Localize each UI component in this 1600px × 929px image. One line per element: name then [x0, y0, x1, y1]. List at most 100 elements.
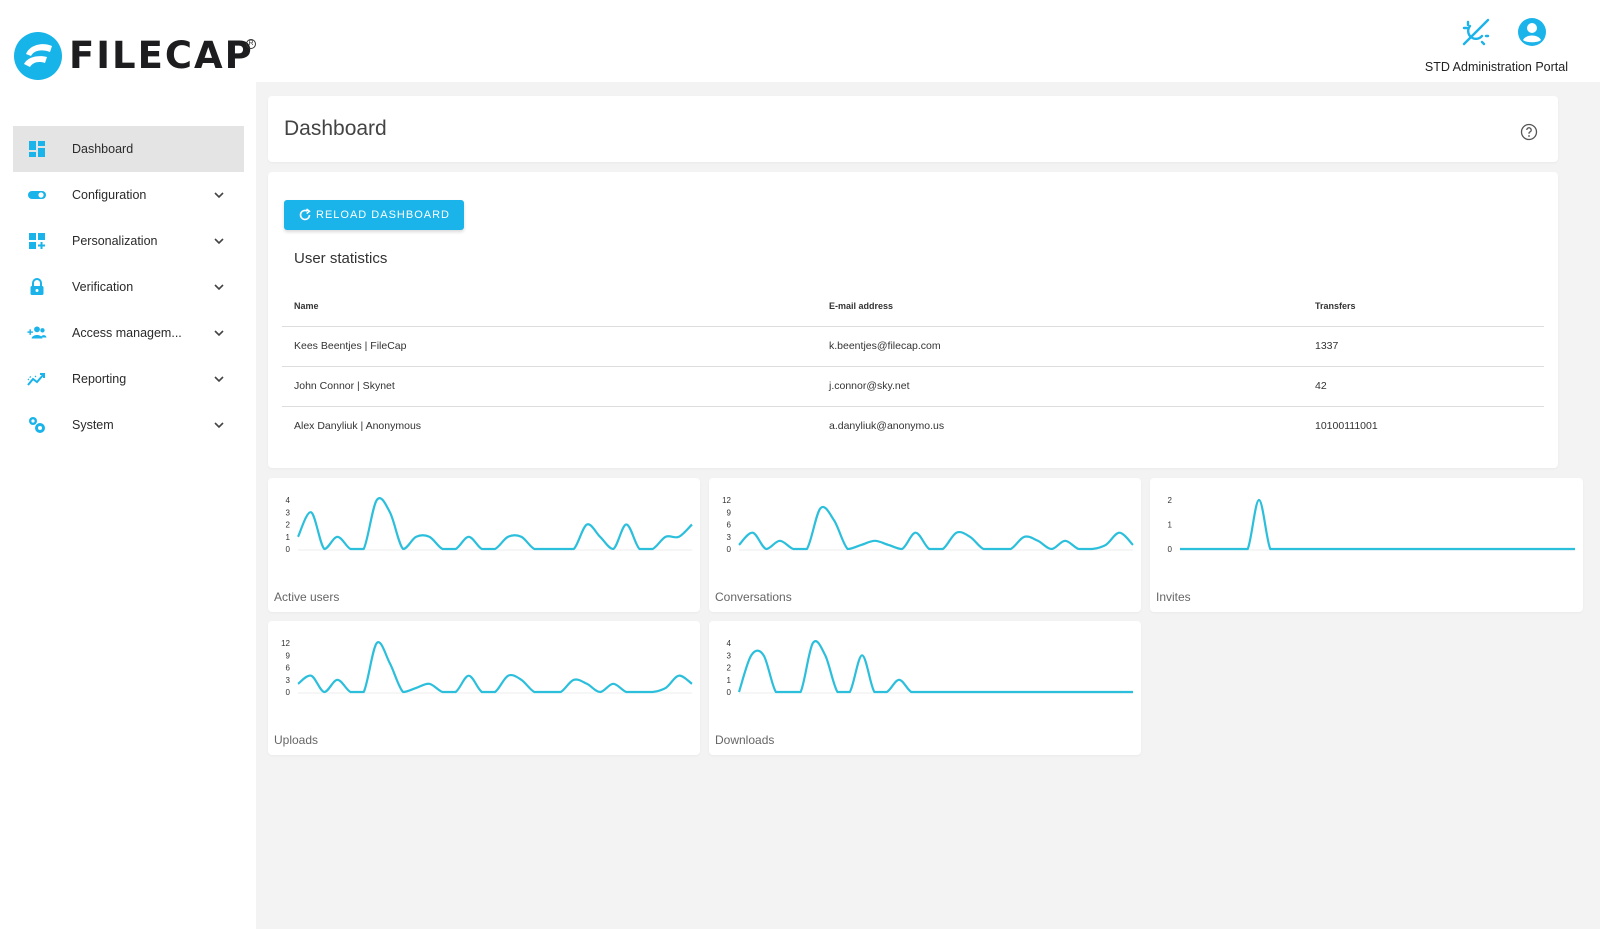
table-row[interactable]: Kees Beentjes | FileCap k.beentjes@filec… — [282, 326, 1544, 367]
column-header-name[interactable]: Name — [282, 286, 817, 327]
cell-transfers: 10100111001 — [1315, 420, 1378, 433]
cell-email: j.connor@sky.net — [817, 366, 1303, 407]
series-line — [737, 640, 1133, 694]
column-header-email[interactable]: E-mail address — [817, 286, 1303, 327]
page-title: Dashboard — [284, 117, 387, 140]
y-tick-label: 9 — [286, 651, 291, 660]
help-icon[interactable] — [1520, 123, 1538, 141]
filecap-logo[interactable]: FILECAP R — [14, 32, 256, 80]
sidebar-item-dashboard[interactable]: Dashboard — [13, 126, 244, 172]
reload-dashboard-button[interactable]: RELOAD DASHBOARD — [284, 200, 464, 230]
dashboard-icon — [27, 139, 47, 159]
settings-gears-icon — [27, 415, 47, 435]
cell-name: John Connor | Skynet — [282, 366, 817, 407]
column-header-transfers[interactable]: Transfers — [1303, 286, 1544, 327]
theme-toggle-icon[interactable] — [1460, 16, 1492, 48]
user-statistics-card: RELOAD DASHBOARD User statistics Name E-… — [268, 172, 1558, 468]
y-tick-label: 6 — [286, 664, 291, 673]
active-users-chart: 0 1 2 3 4 — [286, 496, 693, 554]
cell-name: Alex Danyliuk | Anonymous — [294, 420, 422, 433]
chart-card-conversations: 0 3 6 9 12 Conversations — [709, 478, 1141, 612]
y-tick-label: 12 — [722, 496, 731, 505]
table-row[interactable]: Alex Danyliuk | Anonymous a.danyliuk@ano… — [282, 406, 1544, 446]
sidebar-item-configuration[interactable]: Configuration — [13, 172, 244, 218]
chart-title: Uploads — [274, 733, 319, 747]
y-tick-label: 0 — [1168, 545, 1173, 554]
y-tick-label: 0 — [286, 688, 291, 697]
y-tick-label: 0 — [286, 545, 291, 554]
series-line — [296, 497, 693, 551]
sidebar-item-label: Personalization — [72, 234, 158, 248]
y-tick-label: 3 — [286, 508, 291, 517]
uploads-chart: 0 3 6 9 12 — [281, 639, 693, 697]
group-add-icon — [27, 323, 47, 343]
y-tick-label: 1 — [1168, 521, 1173, 530]
chart-title: Downloads — [715, 733, 775, 747]
user-account-icon[interactable] — [1516, 16, 1548, 48]
y-tick-label: 1 — [286, 533, 291, 542]
y-tick-label: 4 — [286, 496, 291, 505]
invites-chart: 0 1 2 — [1168, 496, 1575, 554]
sidebar-item-label: Dashboard — [72, 142, 134, 156]
y-tick-label: 0 — [727, 688, 732, 697]
reload-dashboard-label: RELOAD DASHBOARD — [316, 209, 450, 221]
y-tick-label: 6 — [727, 521, 732, 530]
chart-card-active-users: 0 1 2 3 4 Active users — [268, 478, 700, 612]
y-tick-label: 1 — [727, 676, 732, 685]
y-tick-label: 3 — [727, 651, 732, 660]
registered-mark-icon: R — [246, 39, 256, 49]
chart-title: Active users — [274, 590, 340, 604]
cell-transfers: 1337 — [1303, 326, 1544, 367]
sidebar-item-access-management[interactable]: Access managem... — [13, 310, 244, 356]
sidebar-item-label: Access managem... — [72, 326, 182, 340]
refresh-icon — [299, 208, 311, 221]
sidebar-item-verification[interactable]: Verification — [13, 264, 244, 310]
downloads-chart: 0 1 2 3 4 — [727, 639, 1133, 697]
sidebar-item-label: Configuration — [72, 188, 147, 202]
chevron-down-icon[interactable] — [212, 234, 226, 248]
chevron-down-icon[interactable] — [212, 372, 226, 386]
y-tick-label: 4 — [727, 639, 732, 648]
y-tick-label: 3 — [286, 676, 291, 685]
table-row[interactable]: John Connor | Skynet j.connor@sky.net 42 — [282, 366, 1544, 407]
cell-name: Kees Beentjes | FileCap — [282, 326, 817, 367]
conversations-chart: 0 3 6 9 12 — [722, 496, 1134, 554]
chart-card-invites: 0 1 2 Invites — [1150, 478, 1583, 612]
cell-email: k.beentjes@filecap.com — [817, 326, 1303, 367]
sidebar-item-label: System — [72, 418, 114, 432]
y-tick-label: 12 — [281, 639, 290, 648]
trending-icon — [27, 369, 47, 389]
table-header-row: Name E-mail address Transfers — [282, 286, 1544, 327]
sidebar-nav: Dashboard Configuration Personalization … — [13, 126, 244, 448]
sidebar: Dashboard Configuration Personalization … — [0, 82, 252, 929]
cell-email: a.danyliuk@anonymo.us — [829, 420, 945, 433]
cell-transfers: 42 — [1303, 366, 1544, 407]
y-tick-label: 0 — [727, 545, 732, 554]
sidebar-item-label: Reporting — [72, 372, 127, 386]
y-tick-label: 2 — [1168, 496, 1173, 505]
y-tick-label: 2 — [286, 521, 291, 530]
y-tick-label: 2 — [727, 664, 732, 673]
chevron-down-icon[interactable] — [212, 326, 226, 340]
title-card: Dashboard — [268, 96, 1558, 162]
chevron-down-icon[interactable] — [212, 418, 226, 432]
y-tick-label: 3 — [727, 533, 732, 542]
chart-card-uploads: 0 3 6 9 12 Uploads — [268, 621, 700, 755]
sidebar-item-reporting[interactable]: Reporting — [13, 356, 244, 402]
toggle-icon — [27, 185, 47, 205]
logo-text: FILECAP — [69, 34, 254, 77]
main-content: Dashboard RELOAD DASHBOARD User statisti… — [256, 82, 1600, 929]
section-title: User statistics — [294, 250, 388, 267]
user-statistics-table: Name E-mail address Transfers Kees Beent… — [282, 286, 1544, 446]
chevron-down-icon[interactable] — [212, 188, 226, 202]
sidebar-item-system[interactable]: System — [13, 402, 244, 448]
chart-card-downloads: 0 1 2 3 4 Downloads — [709, 621, 1141, 755]
chevron-down-icon[interactable] — [212, 280, 226, 294]
chart-title: Invites — [1156, 590, 1191, 604]
sidebar-item-label: Verification — [72, 280, 134, 294]
filecap-logo-icon — [14, 32, 62, 80]
sidebar-item-personalization[interactable]: Personalization — [13, 218, 244, 264]
portal-label: STD Administration Portal — [1424, 60, 1568, 74]
lock-icon — [27, 277, 47, 297]
add-widget-icon — [27, 231, 47, 251]
